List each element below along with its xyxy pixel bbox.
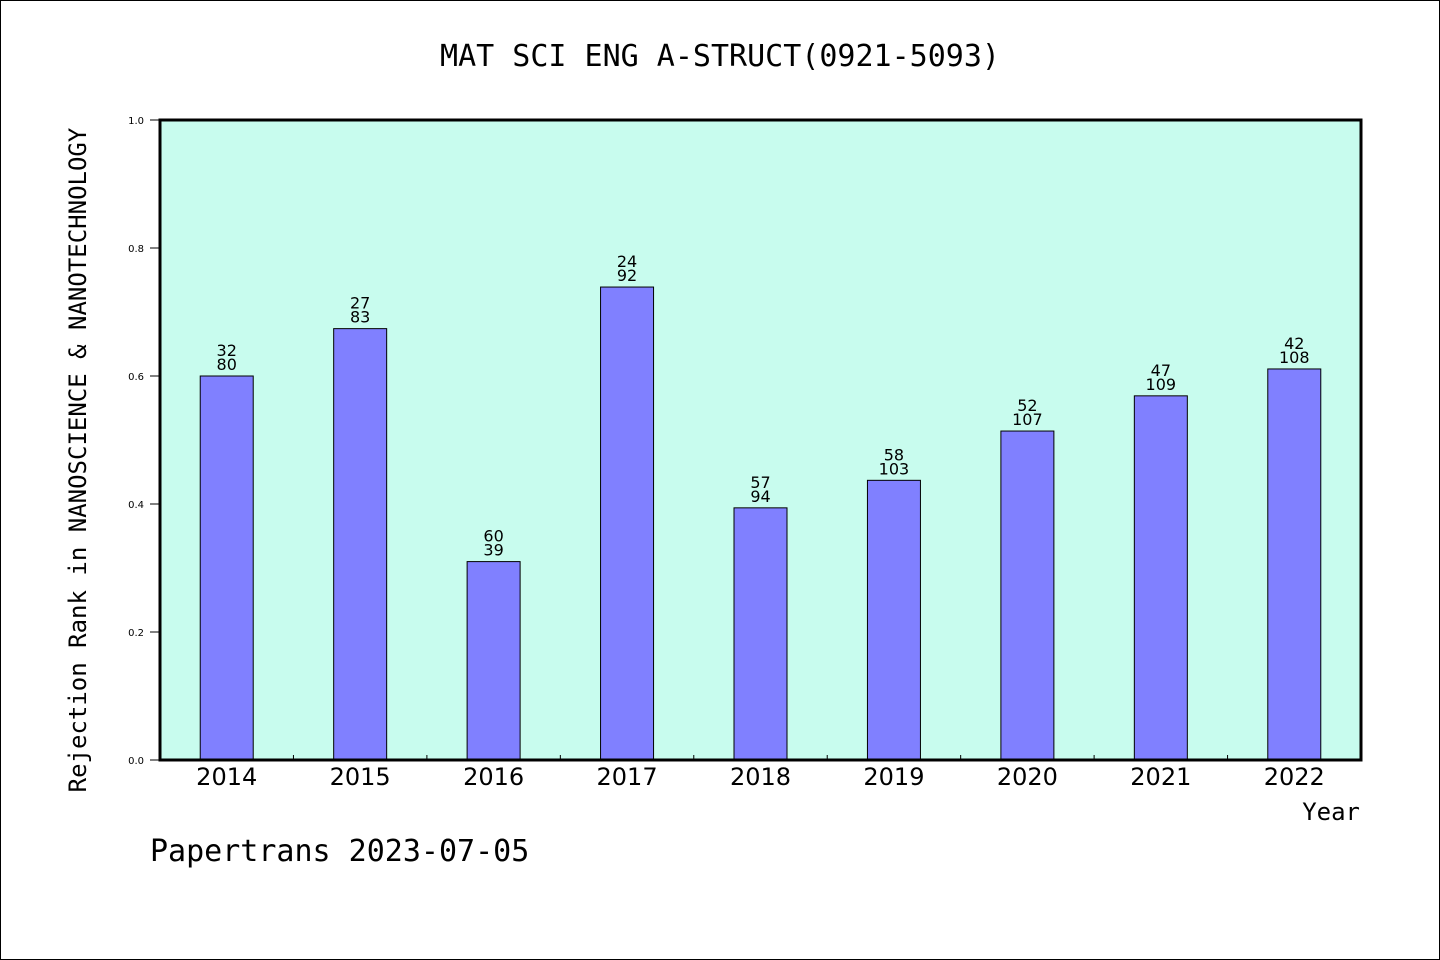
bar-2016 [466,561,521,761]
bar-2021 [1133,395,1188,761]
bar-label-bottom-2018: 94 [750,487,770,506]
x-tick-label-2016: 2016 [463,763,524,791]
bar-2020 [1000,430,1055,761]
x-tick-label-2015: 2015 [330,763,391,791]
chart-title: MAT SCI ENG A-STRUCT(0921-5093) [440,39,1000,74]
bar-label-top-2021: 47 [1151,361,1171,380]
bar-label-top-2014: 32 [217,341,237,360]
x-tick-label-2020: 2020 [997,763,1058,791]
y-tick-label: 0.0 [128,756,144,767]
bar-label-bottom-2021: 109 [1146,375,1177,394]
y-tick-label: 0.4 [128,500,144,511]
y-axis-label: Rejection Rank in NANOSCIENCE & NANOTECH… [64,127,92,793]
x-tick-label-2014: 2014 [196,763,257,791]
y-tick-label: 0.8 [128,244,144,255]
plot-border [158,118,1363,762]
bar-2017 [600,286,655,761]
y-axis-label-container: Rejection Rank in NANOSCIENCE & NANOTECH… [60,110,96,810]
bar-2018 [733,507,788,761]
bar-label-bottom-2019: 103 [879,459,910,478]
x-tick-label-2018: 2018 [730,763,791,791]
x-tick-label-2022: 2022 [1264,763,1325,791]
footer-credit: Papertrans 2023-07-05 [150,834,530,869]
y-tick-label: 0.2 [128,628,144,639]
bar-label-bottom-2015: 83 [350,308,370,327]
bar-label-bottom-2016: 39 [483,541,503,560]
bar-label-top-2020: 52 [1017,396,1037,415]
y-tick-label: 0.6 [128,372,144,383]
bar-2019 [866,479,921,761]
bar-label-bottom-2020: 107 [1012,410,1043,429]
bar-label-top-2022: 42 [1284,334,1304,353]
bar-label-top-2018: 57 [750,473,770,492]
bar-label-top-2016: 60 [483,527,503,546]
x-tick-label-2021: 2021 [1130,763,1191,791]
bar-label-top-2019: 58 [884,445,904,464]
x-tick-label-2017: 2017 [597,763,658,791]
bar-2022 [1267,368,1322,761]
bar-label-top-2017: 24 [617,252,637,271]
bar-label-bottom-2014: 80 [217,355,237,374]
bar-label-bottom-2022: 108 [1279,348,1310,367]
bar-label-top-2015: 27 [350,294,370,313]
x-axis-label: Year [1302,798,1360,826]
x-tick-label-2019: 2019 [863,763,924,791]
y-tick-label: 1.0 [128,116,144,127]
bar-label-bottom-2017: 92 [617,266,637,285]
bar-2014 [199,375,254,761]
bar-2015 [333,328,388,761]
